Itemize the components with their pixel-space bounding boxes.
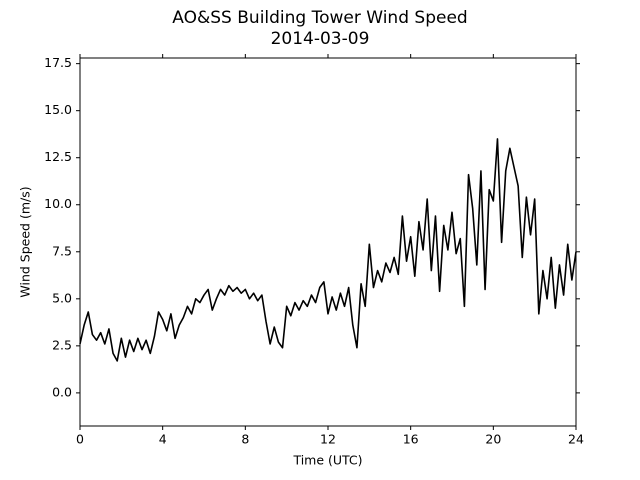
x-tick-label: 16 (403, 432, 419, 447)
data-line (79, 138, 577, 362)
x-tick-label: 20 (485, 432, 501, 447)
y-tick-label: 0.0 (52, 384, 72, 399)
chart-subtitle: 2014-03-09 (271, 29, 370, 49)
x-tick-label: 8 (241, 432, 249, 447)
x-tick-label: 12 (320, 432, 336, 447)
x-tick-label: 24 (568, 432, 584, 447)
y-tick-label: 17.5 (44, 55, 72, 70)
y-tick-label: 7.5 (52, 243, 72, 258)
x-tick-label: 0 (76, 432, 84, 447)
y-tick-label: 15.0 (44, 102, 72, 117)
y-tick-label: 5.0 (52, 290, 72, 305)
chart-title: AO&SS Building Tower Wind Speed (172, 8, 467, 28)
y-tick-label: 2.5 (52, 337, 72, 352)
x-tick-label: 4 (159, 432, 167, 447)
y-tick-label: 10.0 (44, 196, 72, 211)
y-tick-label: 12.5 (44, 149, 72, 164)
y-axis-label: Wind Speed (m/s) (18, 186, 33, 297)
x-axis-label: Time (UTC) (292, 453, 362, 468)
